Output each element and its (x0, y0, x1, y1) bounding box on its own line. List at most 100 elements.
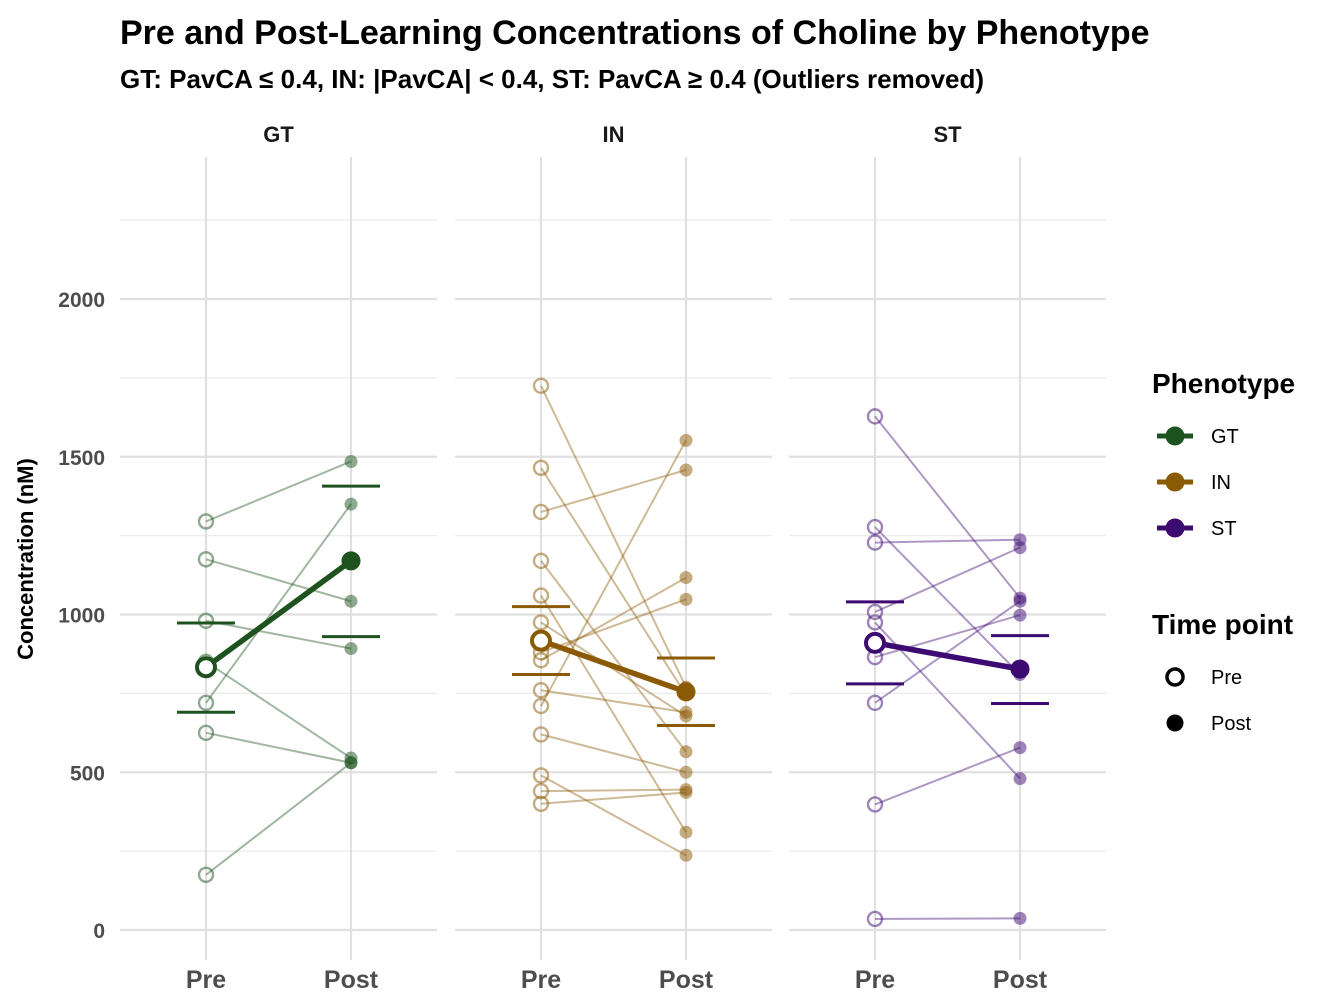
legend-item-pre: Pre (1165, 667, 1242, 689)
post-point (679, 705, 693, 719)
post-point (679, 433, 693, 447)
pre-point (532, 652, 550, 669)
subject-line (205, 503, 352, 704)
legend-dot (1165, 518, 1185, 538)
subject-line (540, 598, 687, 654)
post-point (679, 592, 693, 606)
x-tick-label: Pre (521, 966, 561, 994)
legend-open-circle (1165, 667, 1185, 687)
legend-time-items: Pre Post (1165, 667, 1251, 735)
post-point (344, 594, 358, 608)
mean-post-point (676, 682, 696, 702)
subject-line (540, 621, 687, 717)
post-point (1013, 594, 1027, 608)
y-tick-label: 1000 (58, 605, 105, 628)
legend-time-title: Time point (1152, 609, 1293, 640)
panel-in: IN Pre Post (455, 122, 772, 994)
pre-point (866, 518, 884, 536)
pre-point (866, 408, 884, 425)
x-tick-label: Pre (855, 966, 895, 994)
y-tick-label: 0 (93, 920, 105, 943)
pre-point (197, 513, 215, 530)
panel-title-st: ST (933, 122, 962, 147)
pre-point (197, 866, 215, 883)
pre-point (532, 795, 550, 812)
legend-label: ST (1211, 518, 1237, 540)
pre-point (532, 503, 550, 521)
legend-dot (1165, 472, 1185, 492)
legend-dot (1165, 426, 1185, 446)
subject-line (540, 469, 687, 513)
panel-title-in: IN (603, 122, 625, 147)
mean-pre-point (195, 656, 217, 679)
legend-label: IN (1211, 472, 1231, 494)
post-point (679, 745, 693, 759)
mean-line (538, 637, 689, 695)
post-point (344, 642, 358, 656)
pre-point (532, 377, 550, 394)
subject-line (874, 526, 1021, 676)
subject-line (540, 774, 687, 857)
legend: Phenotype GT IN ST Time point Pre Post (1152, 368, 1295, 735)
pre-point (866, 796, 884, 813)
post-point (344, 756, 358, 770)
mean-line (203, 558, 354, 670)
pre-point (197, 724, 215, 742)
pre-point (866, 694, 884, 712)
subject-line (874, 415, 1021, 599)
pre-point (866, 614, 884, 631)
subject-line (540, 791, 687, 805)
post-point (679, 825, 693, 839)
y-tick-label: 500 (70, 762, 105, 785)
subject-line (205, 761, 352, 876)
x-tick-label: Post (659, 966, 714, 994)
subject-line (874, 746, 1021, 806)
post-point (1013, 541, 1027, 555)
pre-point (532, 767, 550, 784)
pre-point (866, 910, 884, 928)
post-point (344, 497, 358, 511)
subject-line (540, 689, 687, 714)
post-point (1013, 772, 1027, 786)
post-point (679, 785, 693, 799)
x-tick-label: Post (324, 966, 379, 994)
mean-pre-point (864, 631, 886, 654)
y-axis: 0 500 1000 1500 2000 (58, 289, 105, 943)
legend-item-post: Post (1166, 713, 1251, 735)
legend-filled-circle (1166, 714, 1184, 732)
chart-subtitle: GT: PavCA ≤ 0.4, IN: |PavCA| < 0.4, ST: … (120, 64, 984, 94)
post-point (344, 454, 358, 468)
mean-pre-point (530, 629, 552, 652)
legend-phenotype-title: Phenotype (1152, 368, 1295, 399)
panels-layer: GT Pre Post IN Pre Post ST Pre Post (120, 122, 1106, 994)
post-point (1013, 911, 1027, 925)
pre-point (532, 459, 550, 476)
mean-post-point (1010, 659, 1030, 679)
legend-phenotype-items: GT IN ST (1157, 426, 1239, 540)
pre-point (532, 587, 550, 604)
panel-gt: GT Pre Post (120, 122, 437, 994)
post-point (679, 765, 693, 779)
y-axis-label: Concentration (nM) (13, 458, 38, 660)
y-tick-label: 2000 (58, 289, 105, 312)
pre-point (532, 697, 550, 715)
subject-line (540, 560, 687, 753)
pre-point (197, 551, 215, 568)
subject-line (540, 385, 687, 688)
pre-point (532, 614, 550, 631)
pre-point (532, 782, 550, 800)
subject-line (540, 788, 687, 793)
legend-item-in: IN (1157, 472, 1231, 494)
subject-line (205, 619, 352, 650)
pre-point (532, 682, 550, 699)
subject-line (205, 731, 352, 764)
legend-label: Pre (1211, 667, 1242, 689)
post-point (1013, 608, 1027, 622)
panel-title-gt: GT (263, 122, 294, 147)
legend-label: GT (1211, 426, 1239, 448)
mean-post-point (341, 551, 361, 571)
subject-line (540, 733, 687, 774)
x-tick-label: Post (993, 966, 1048, 994)
subject-line (540, 595, 687, 833)
subject-line (874, 917, 1021, 920)
